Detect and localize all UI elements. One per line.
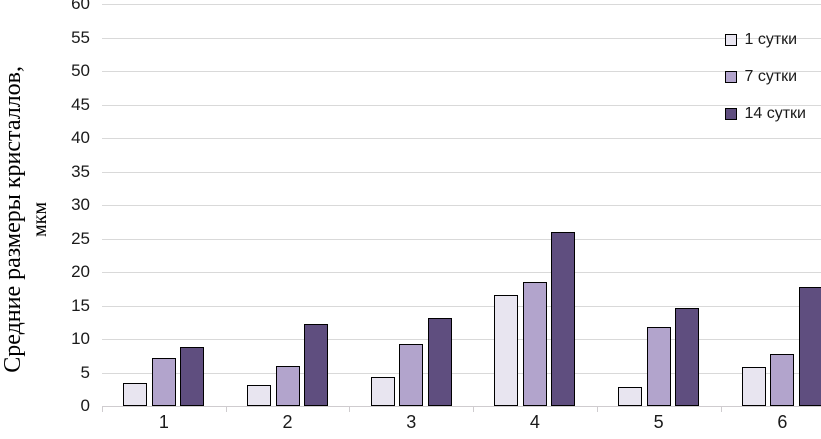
legend-label-14-sutki: 14 сутки bbox=[744, 105, 806, 122]
gridline-5 bbox=[102, 372, 821, 374]
gridline-20 bbox=[102, 272, 821, 273]
x-axis-tick bbox=[225, 407, 227, 412]
gridline-30 bbox=[102, 205, 821, 206]
bar-series1-cat2 bbox=[247, 385, 272, 406]
bar-series1-cat5 bbox=[618, 386, 643, 406]
legend-label-1-sutki: 1 сутки bbox=[744, 31, 798, 48]
gridline-35 bbox=[102, 171, 821, 173]
legend-item-7-sutki: 7 сутки bbox=[725, 68, 806, 86]
x-axis-line bbox=[102, 406, 821, 407]
legend-item-1-sutki: 1 сутки bbox=[725, 31, 806, 49]
x-category-label-5: 5 bbox=[653, 412, 664, 432]
x-category-label-4: 4 bbox=[529, 412, 540, 432]
x-category-label-6: 6 bbox=[777, 412, 788, 432]
y-tick-label-50: 50 bbox=[71, 61, 90, 80]
x-axis-tick bbox=[102, 407, 103, 412]
legend-label-7-sutki: 7 сутки bbox=[744, 68, 798, 85]
x-category-label-2: 2 bbox=[282, 412, 293, 432]
x-axis-tick bbox=[720, 407, 722, 412]
bar-series2-cat3 bbox=[399, 343, 424, 406]
bar-series2-cat6 bbox=[770, 353, 795, 406]
x-category-label-3: 3 bbox=[406, 412, 417, 432]
bar-series3-cat1 bbox=[180, 347, 205, 406]
x-category-label-1: 1 bbox=[158, 412, 169, 432]
y-tick-label-0: 0 bbox=[80, 396, 90, 415]
gridline-40 bbox=[102, 138, 821, 139]
y-tick-label-35: 35 bbox=[71, 161, 90, 181]
bar-series1-cat3 bbox=[370, 376, 395, 406]
y-tick-label-15: 15 bbox=[71, 295, 90, 315]
gridline-10 bbox=[102, 339, 821, 340]
legend: 1 сутки 7 сутки 14 сутки bbox=[725, 31, 806, 123]
bar-series2-cat5 bbox=[646, 326, 671, 406]
gridline-50 bbox=[102, 71, 821, 72]
y-tick-label-60: 60 bbox=[71, 0, 90, 13]
bar-series1-cat4 bbox=[494, 295, 519, 406]
bar-series1-cat6 bbox=[741, 367, 766, 406]
bar-series2-cat4 bbox=[522, 282, 547, 406]
y-tick-label-30: 30 bbox=[71, 195, 90, 214]
bar-series3-cat5 bbox=[675, 307, 700, 406]
x-axis-tick bbox=[596, 407, 598, 412]
y-axis-title-text: Средние размеры кристаллов, bbox=[0, 66, 26, 373]
y-tick-label-5: 5 bbox=[80, 362, 90, 382]
legend-swatch-1-sutki bbox=[725, 34, 738, 46]
gridline-55 bbox=[102, 37, 821, 39]
bar-series2-cat2 bbox=[275, 365, 300, 406]
y-tick-label-10: 10 bbox=[71, 329, 90, 348]
bar-series1-cat1 bbox=[123, 383, 148, 406]
y-tick-label-40: 40 bbox=[71, 128, 90, 147]
y-tick-label-55: 55 bbox=[71, 27, 90, 47]
bar-series3-cat4 bbox=[551, 231, 576, 406]
bar-series3-cat2 bbox=[304, 323, 329, 406]
legend-item-14-sutki: 14 сутки bbox=[725, 105, 806, 123]
x-axis-tick bbox=[473, 407, 475, 412]
legend-swatch-7-sutki bbox=[725, 71, 738, 83]
gridline-45 bbox=[102, 104, 821, 106]
legend-swatch-14-sutki bbox=[725, 108, 738, 120]
y-tick-label-25: 25 bbox=[71, 228, 90, 248]
y-tick-label-45: 45 bbox=[71, 94, 90, 114]
bar-series2-cat1 bbox=[151, 357, 176, 406]
x-axis-tick bbox=[349, 407, 351, 412]
bar-series3-cat6 bbox=[798, 287, 821, 406]
gridline-60 bbox=[102, 4, 821, 5]
bar-series3-cat3 bbox=[427, 318, 452, 406]
gridline-15 bbox=[102, 305, 821, 307]
y-tick-label-20: 20 bbox=[71, 262, 90, 281]
plot-area: 1 2 3 4 5 6 bbox=[102, 0, 821, 439]
gridline-25 bbox=[102, 238, 821, 240]
